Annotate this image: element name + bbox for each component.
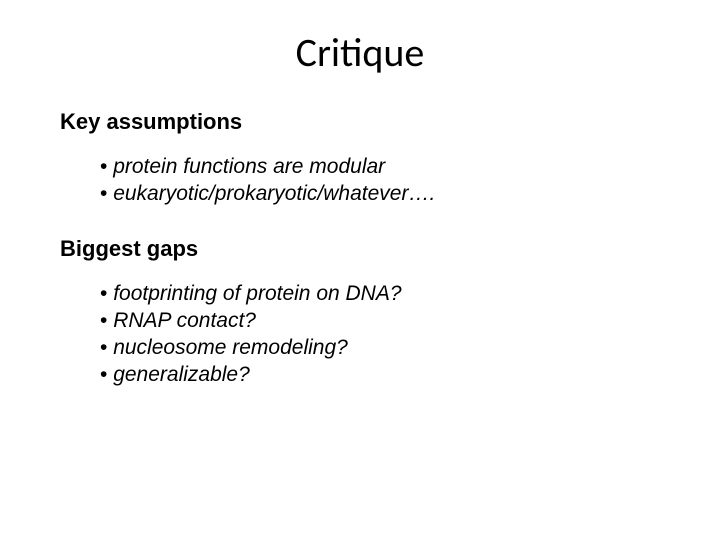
bullet-list: footprinting of protein on DNA? RNAP con… [100, 280, 660, 389]
section-biggest-gaps: Biggest gaps footprinting of protein on … [60, 236, 660, 389]
bullet-list: protein functions are modular eukaryotic… [100, 153, 660, 208]
slide-container: Critique Key assumptions protein functio… [0, 0, 720, 540]
bullet-item: nucleosome remodeling? [100, 334, 660, 361]
section-key-assumptions: Key assumptions protein functions are mo… [60, 109, 660, 208]
bullet-item: footprinting of protein on DNA? [100, 280, 660, 307]
bullet-item: generalizable? [100, 361, 660, 388]
bullet-item: protein functions are modular [100, 153, 660, 180]
section-heading: Key assumptions [60, 109, 660, 135]
slide-title: Critique [60, 28, 660, 77]
bullet-item: eukaryotic/prokaryotic/whatever…. [100, 180, 660, 207]
section-heading: Biggest gaps [60, 236, 660, 262]
bullet-item: RNAP contact? [100, 307, 660, 334]
